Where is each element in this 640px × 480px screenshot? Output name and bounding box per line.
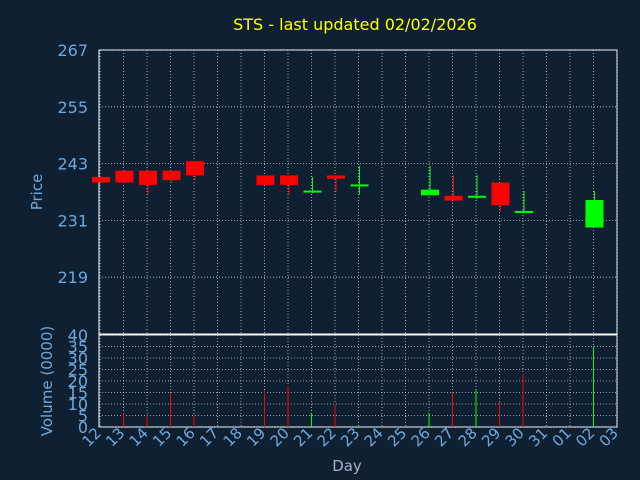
candle-body bbox=[327, 175, 345, 179]
day-axis: 1213141516171819202122232425262728293031… bbox=[79, 424, 622, 450]
day-axis-label: Day bbox=[332, 457, 362, 475]
candle-body bbox=[115, 170, 134, 183]
candle-26 bbox=[421, 165, 439, 196]
volume-bars bbox=[123, 346, 594, 427]
candle-16 bbox=[186, 161, 204, 181]
volume-tick-label: 40 bbox=[68, 326, 88, 345]
candle-30 bbox=[515, 191, 533, 214]
price-candles bbox=[92, 161, 604, 228]
candle-body bbox=[515, 210, 533, 213]
price-tick-label: 243 bbox=[57, 155, 88, 174]
candle-body bbox=[444, 195, 463, 201]
candle-body bbox=[585, 200, 604, 228]
price-tick-label: 219 bbox=[57, 268, 88, 287]
volume-tick-label: 20 bbox=[68, 372, 88, 391]
candle-body bbox=[421, 189, 439, 196]
volume-tick-label: 0 bbox=[78, 418, 88, 437]
candle-body bbox=[350, 184, 369, 187]
candle-body bbox=[162, 170, 181, 181]
price-tick-label: 231 bbox=[57, 211, 88, 230]
candle-body bbox=[139, 170, 157, 185]
volume-tick-label: 10 bbox=[68, 395, 88, 414]
candle-29 bbox=[491, 182, 510, 211]
price-axis: 267 255 243 231 219 bbox=[57, 41, 88, 287]
price-axis-label: Price bbox=[28, 174, 46, 211]
candle-20 bbox=[280, 175, 298, 195]
candle-22 bbox=[327, 175, 345, 192]
candle-27 bbox=[444, 175, 463, 201]
candle-15 bbox=[162, 170, 181, 183]
candle-02 bbox=[585, 191, 604, 228]
candle-23 bbox=[350, 165, 369, 195]
candle-body bbox=[186, 161, 204, 176]
candle-body bbox=[92, 176, 110, 183]
volume-tick-label: 25 bbox=[68, 361, 88, 380]
candle-13 bbox=[115, 170, 134, 183]
volume-tick-label: 35 bbox=[68, 338, 88, 357]
candle-21 bbox=[303, 176, 322, 193]
candle-28 bbox=[468, 175, 486, 200]
volume-tick-label: 15 bbox=[68, 384, 88, 403]
candle-12 bbox=[92, 176, 110, 183]
price-tick-label: 267 bbox=[57, 41, 88, 60]
candle-body bbox=[468, 195, 486, 198]
volume-tick-label: 5 bbox=[78, 407, 88, 426]
candle-body bbox=[491, 182, 510, 206]
candle-14 bbox=[139, 170, 157, 195]
price-tick-label: 255 bbox=[57, 98, 88, 117]
volume-axis-label: Volume (0000) bbox=[38, 326, 56, 436]
chart-title: STS - last updated 02/02/2026 bbox=[233, 15, 477, 34]
volume-tick-label: 30 bbox=[68, 349, 88, 368]
candle-19 bbox=[256, 175, 275, 185]
candle-body bbox=[256, 175, 275, 185]
candle-body bbox=[280, 175, 298, 185]
candle-body bbox=[303, 190, 322, 193]
